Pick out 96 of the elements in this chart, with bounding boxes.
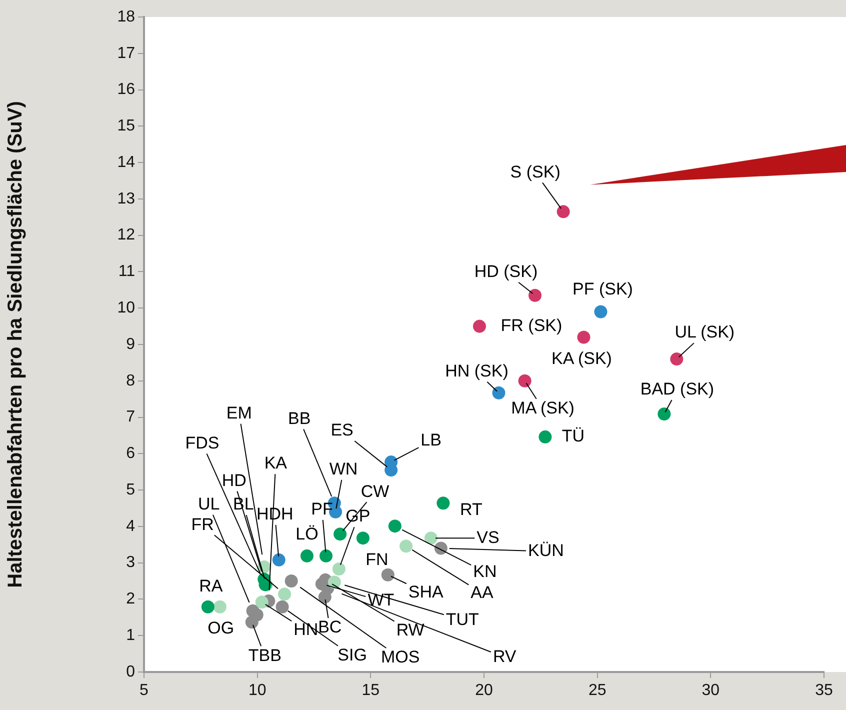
data-label: FR (SK) — [500, 316, 562, 335]
data-label: HD (SK) — [474, 262, 538, 282]
point — [381, 568, 394, 582]
point — [255, 596, 268, 609]
point — [400, 540, 413, 553]
data-label: UL — [198, 494, 220, 514]
point — [556, 205, 570, 218]
y-tick-label: 15 — [117, 118, 136, 135]
point — [201, 600, 214, 614]
data-label: BAD (SK) — [640, 380, 714, 399]
x-tick-label: 30 — [702, 682, 720, 700]
data-label: SHA — [408, 582, 444, 602]
data-label: TUT — [446, 610, 479, 629]
y-tick-label: 18 — [117, 8, 136, 26]
data-label: EM — [226, 404, 252, 423]
data-label: CW — [360, 482, 390, 501]
y-tick-label: 17 — [117, 44, 136, 62]
point — [245, 616, 258, 629]
point — [424, 532, 438, 545]
y-tick-label: 1 — [126, 627, 136, 644]
point — [272, 553, 286, 566]
point — [332, 562, 346, 576]
x-tick-label: 25 — [588, 682, 606, 700]
data-label: UL (SK) — [674, 322, 735, 342]
data-label: FN — [366, 550, 388, 569]
point — [320, 549, 333, 562]
point — [334, 528, 347, 541]
point — [356, 532, 370, 545]
data-label: SIG — [338, 646, 367, 665]
point — [538, 430, 552, 444]
data-label: PF (SK) — [572, 279, 633, 298]
x-tick-label: 5 — [140, 682, 149, 700]
x-tick-label: 35 — [815, 682, 833, 700]
x-tick-label: 20 — [475, 682, 493, 700]
data-label: KA (SK) — [552, 348, 612, 368]
data-label: TÜ — [562, 426, 585, 446]
data-label: OG — [208, 618, 234, 638]
data-label: VS — [476, 528, 500, 547]
x-tick-label: 15 — [362, 682, 380, 700]
point — [577, 330, 590, 344]
y-tick-label: 3 — [126, 554, 136, 572]
point — [658, 408, 671, 421]
data-label: LB — [420, 430, 442, 450]
data-label: LÖ — [296, 524, 318, 544]
data-label: RW — [396, 620, 424, 640]
data-label: MOS — [380, 648, 420, 667]
point — [436, 496, 450, 510]
y-tick-label: 9 — [126, 336, 136, 353]
data-label: TBB — [248, 646, 282, 665]
point — [284, 574, 298, 588]
data-label: HN (SK) — [445, 362, 508, 381]
data-label: BB — [288, 408, 311, 428]
point — [278, 588, 292, 601]
data-label: FDS — [185, 433, 220, 452]
data-label: S (SK) — [510, 162, 560, 182]
y-tick-label: 11 — [118, 263, 136, 280]
point — [528, 288, 542, 302]
data-label: FR — [191, 514, 214, 534]
point — [276, 600, 289, 614]
y-tick-label: 8 — [126, 372, 136, 390]
data-label: KA — [264, 454, 288, 473]
y-tick-label: 14 — [117, 154, 136, 171]
y-tick-label: 0 — [126, 663, 136, 680]
point — [594, 305, 608, 318]
data-label: KÜN — [528, 540, 564, 560]
data-label: RA — [199, 576, 224, 596]
data-label: HD — [222, 470, 246, 490]
data-label: WN — [329, 460, 358, 479]
y-tick-label: 5 — [126, 481, 136, 498]
x-tick-label: 10 — [248, 682, 266, 700]
point — [318, 590, 332, 604]
data-label: WT — [368, 590, 394, 610]
y-tick-label: 4 — [126, 518, 136, 535]
data-label: KN — [473, 562, 497, 581]
data-label: BC — [318, 618, 342, 637]
y-tick-label: 12 — [117, 226, 136, 244]
point — [670, 352, 684, 366]
data-label: RV — [492, 646, 517, 666]
point — [472, 320, 486, 333]
data-label: MA (SK) — [511, 398, 574, 418]
point — [213, 600, 226, 614]
y-tick-label: 2 — [126, 590, 136, 608]
data-label: ES — [330, 420, 354, 440]
y-tick-label: 10 — [117, 300, 136, 317]
y-axis-title: Haltestellenabfahrten pro ha Siedlungsfläche (SuV) — [4, 101, 27, 588]
y-tick-label: 6 — [126, 445, 136, 462]
point — [518, 374, 532, 388]
point — [388, 520, 402, 533]
y-tick-label: 16 — [117, 81, 136, 98]
data-label: HN — [294, 620, 318, 639]
y-tick-label: 7 — [126, 408, 136, 426]
data-label: RT — [460, 500, 482, 519]
point — [492, 386, 506, 400]
y-tick-label: 13 — [117, 190, 136, 208]
point — [300, 549, 314, 562]
data-label: AA — [470, 582, 494, 602]
